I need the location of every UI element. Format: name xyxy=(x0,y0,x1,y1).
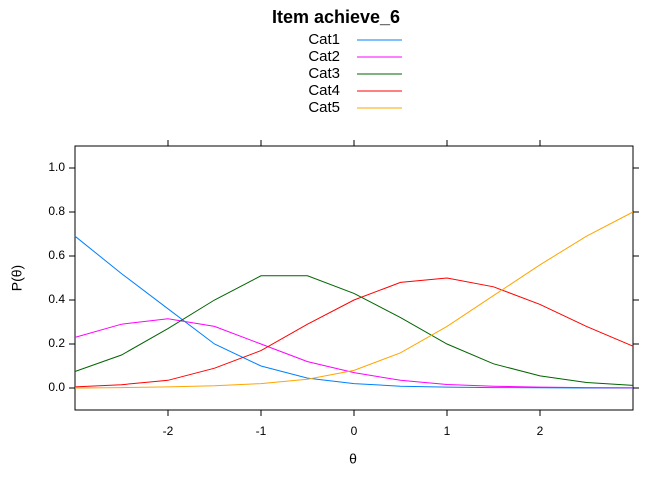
y-tick-label: 0.4 xyxy=(48,292,65,306)
legend-label: Cat3 xyxy=(308,65,340,82)
series-line xyxy=(74,275,634,386)
y-tick-label: 0.6 xyxy=(48,248,65,262)
x-tick-label: 1 xyxy=(444,424,451,438)
chart-title: Item achieve_6 xyxy=(272,7,400,27)
series-line xyxy=(74,235,633,389)
x-axis-label: θ xyxy=(349,451,357,467)
y-tick-label: 0.8 xyxy=(48,204,65,218)
x-tick-label: -1 xyxy=(256,424,267,438)
x-tick-label: 2 xyxy=(537,424,544,438)
y-tick-label: 0.0 xyxy=(48,380,65,394)
y-tick-label: 0.2 xyxy=(48,336,65,350)
series-line xyxy=(74,211,634,389)
series-line xyxy=(74,277,634,388)
legend-label: Cat1 xyxy=(308,31,340,48)
series-line xyxy=(74,318,634,389)
y-axis-label: P(θ) xyxy=(9,265,25,291)
legend-label: Cat2 xyxy=(308,48,340,65)
y-tick-label: 1.0 xyxy=(48,160,65,174)
legend-label: Cat5 xyxy=(308,99,340,116)
legend-label: Cat4 xyxy=(308,82,340,99)
x-tick-label: -2 xyxy=(163,424,174,438)
x-tick-label: 0 xyxy=(351,424,358,438)
